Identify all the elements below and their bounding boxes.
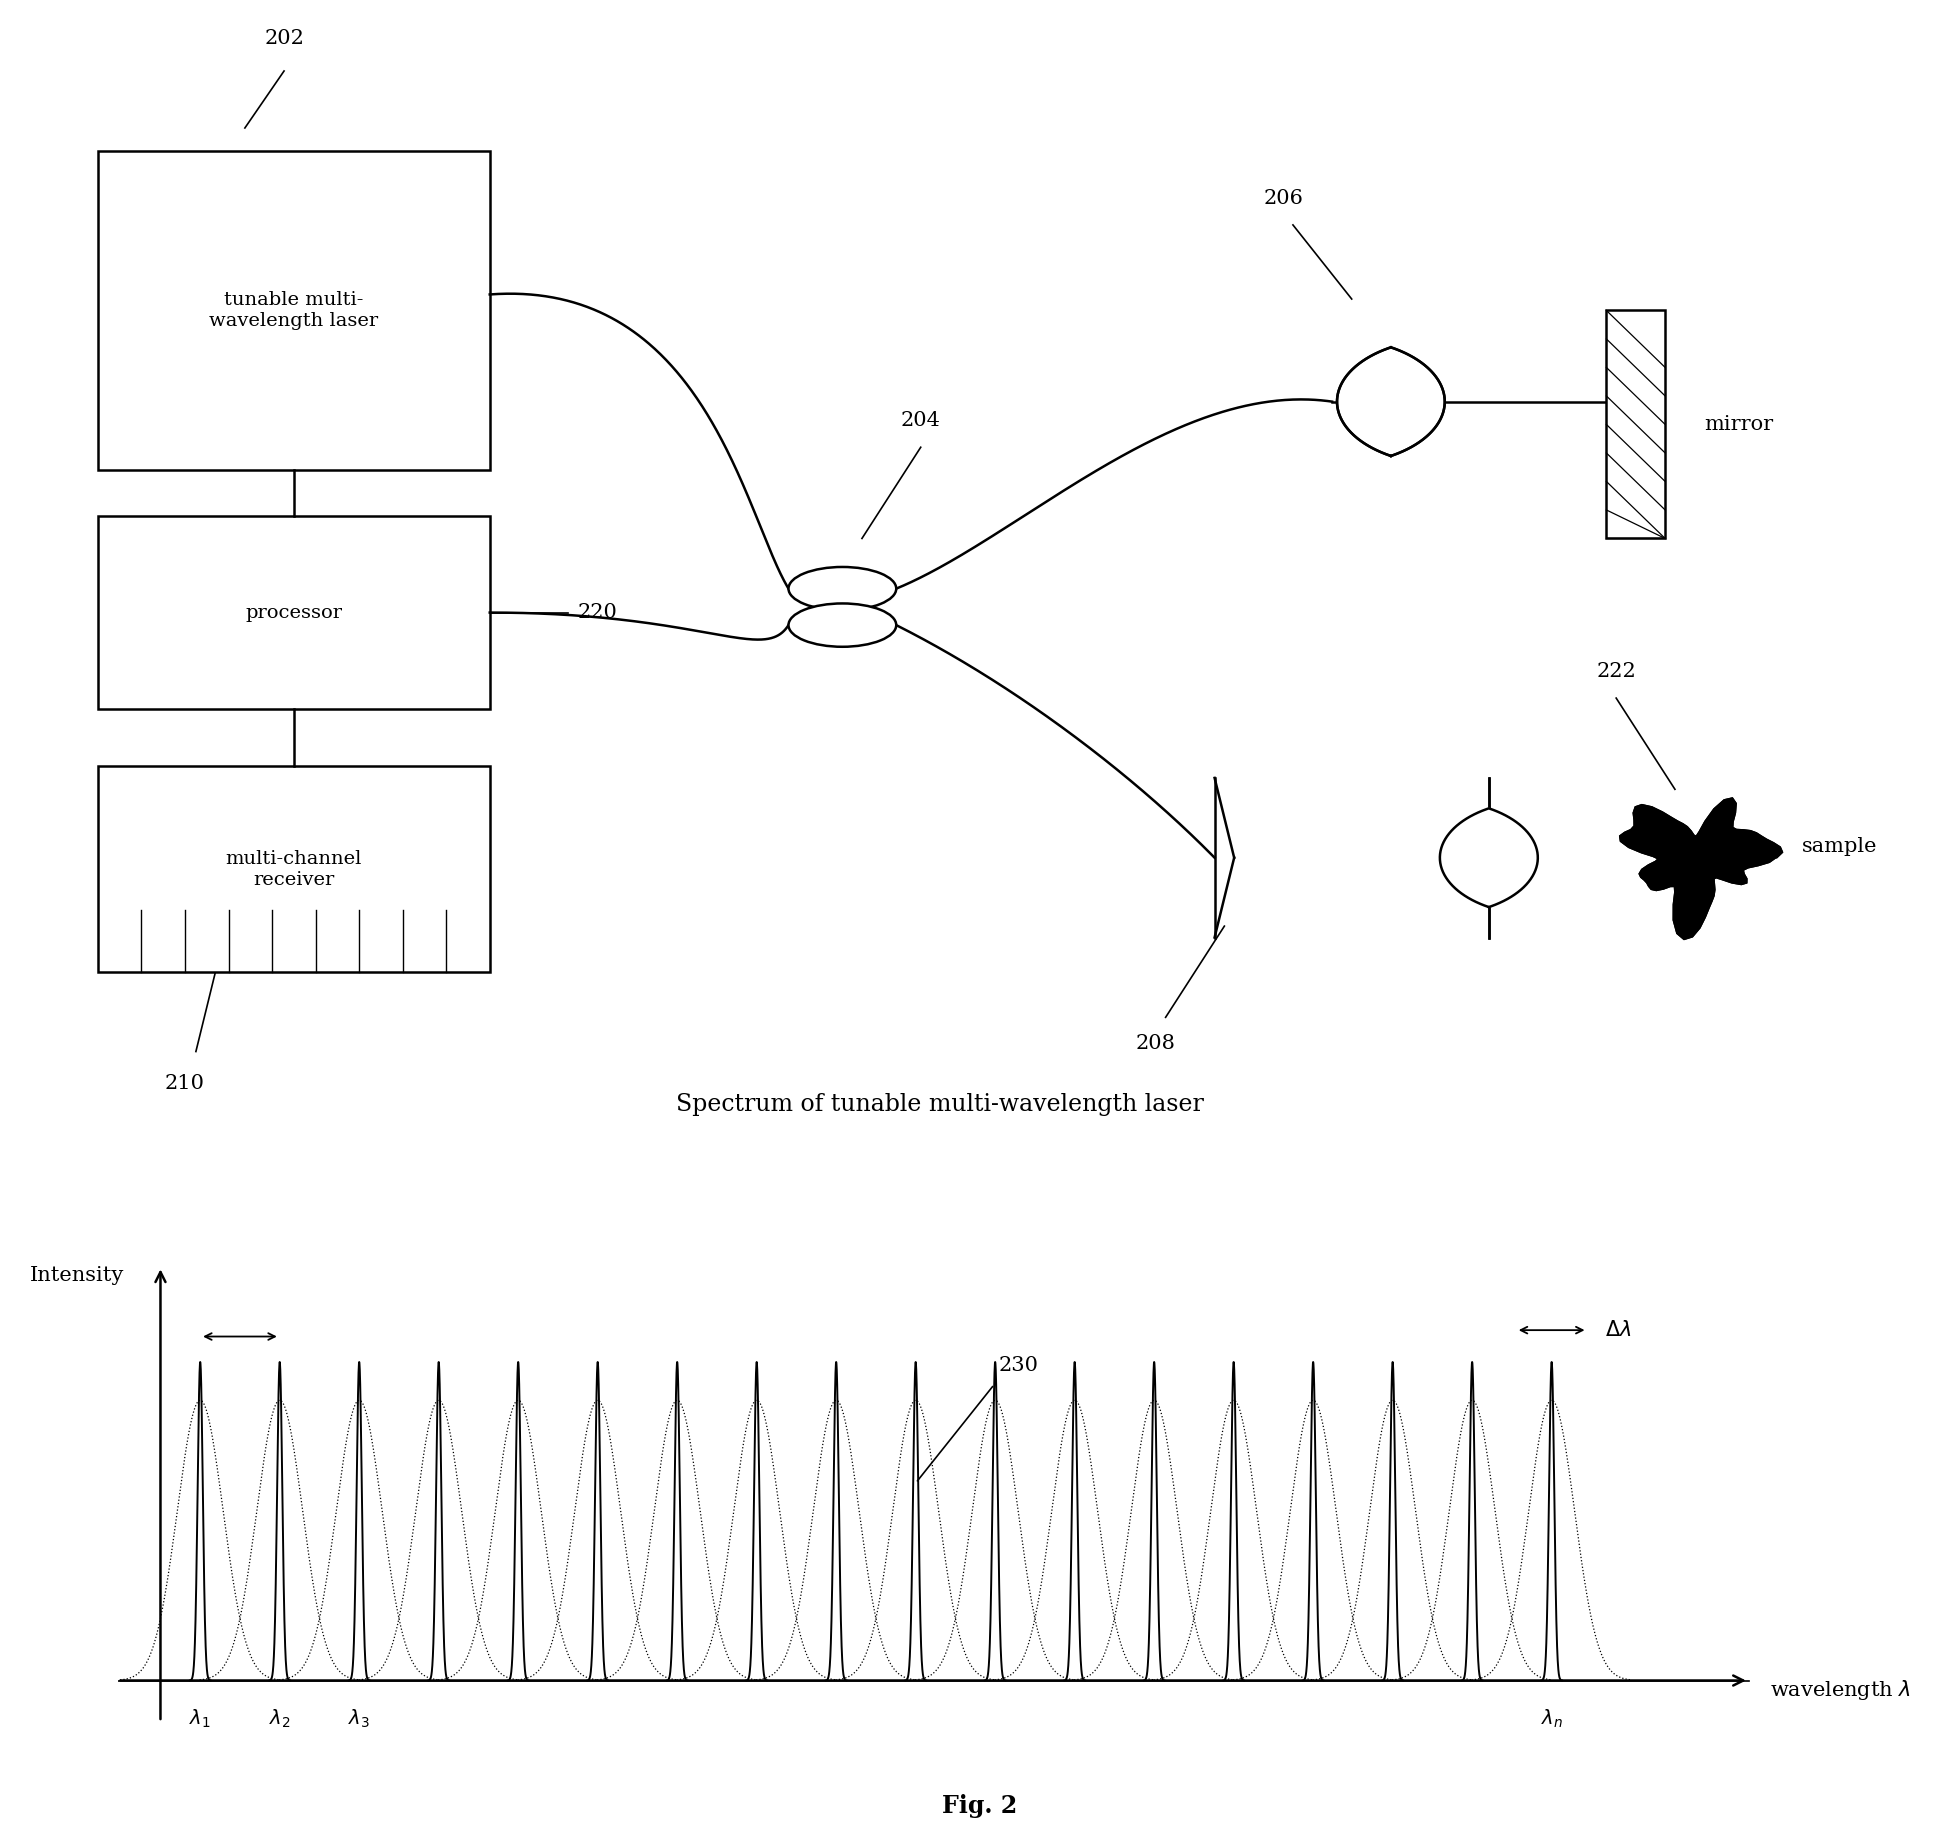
Bar xyxy=(98,515,490,710)
Text: 202: 202 xyxy=(264,29,304,48)
Text: 204: 204 xyxy=(901,412,940,430)
Text: 230: 230 xyxy=(999,1355,1038,1376)
Text: processor: processor xyxy=(245,603,343,622)
Text: $\lambda_n$: $\lambda_n$ xyxy=(1540,1708,1563,1730)
Text: multi-channel
receiver: multi-channel receiver xyxy=(225,850,362,888)
Text: sample: sample xyxy=(1802,837,1879,855)
Text: $\Delta\lambda$: $\Delta\lambda$ xyxy=(1604,1320,1632,1341)
Text: mirror: mirror xyxy=(1704,416,1773,434)
Polygon shape xyxy=(1338,348,1444,456)
Text: Intensity: Intensity xyxy=(29,1267,125,1285)
Text: 222: 222 xyxy=(1597,662,1636,680)
Text: $\lambda_2$: $\lambda_2$ xyxy=(268,1708,290,1730)
Text: tunable multi-
wavelength laser: tunable multi- wavelength laser xyxy=(210,291,378,329)
Text: 210: 210 xyxy=(165,1074,204,1094)
Bar xyxy=(1606,311,1665,539)
Polygon shape xyxy=(1620,798,1783,940)
Text: 208: 208 xyxy=(1136,1034,1175,1054)
Text: Spectrum of tunable multi-wavelength laser: Spectrum of tunable multi-wavelength las… xyxy=(676,1092,1205,1116)
Text: $\lambda_1$: $\lambda_1$ xyxy=(190,1708,212,1730)
Text: $\lambda_3$: $\lambda_3$ xyxy=(349,1708,370,1730)
Bar xyxy=(98,767,490,971)
Text: 206: 206 xyxy=(1264,189,1303,208)
Text: Fig. 2: Fig. 2 xyxy=(942,1793,1017,1819)
Ellipse shape xyxy=(788,603,897,647)
Text: 220: 220 xyxy=(578,603,617,622)
Polygon shape xyxy=(1440,809,1538,907)
Ellipse shape xyxy=(788,566,897,611)
Bar xyxy=(98,151,490,471)
Text: wavelength $\lambda$: wavelength $\lambda$ xyxy=(1771,1677,1912,1703)
